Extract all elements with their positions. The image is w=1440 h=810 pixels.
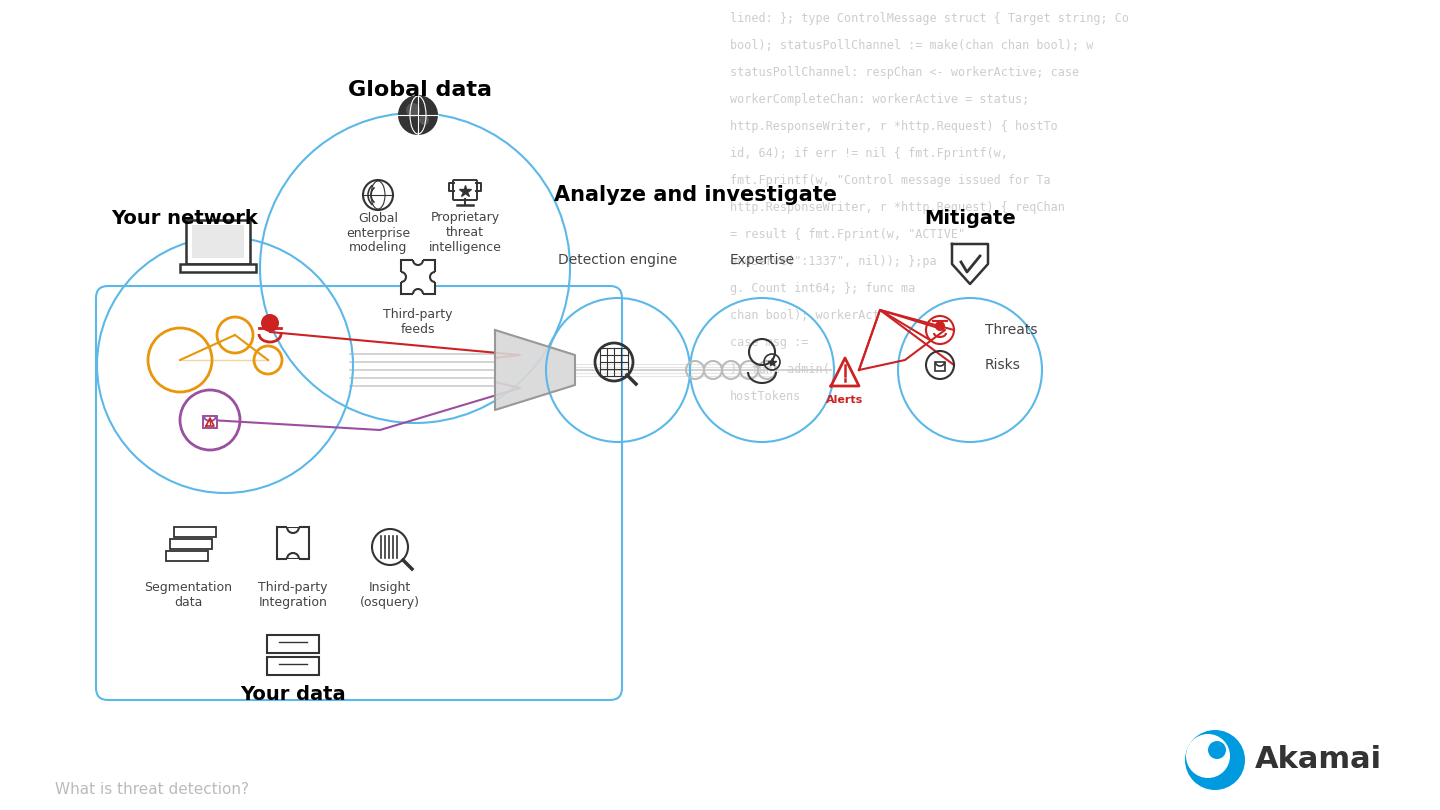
Bar [400,260,435,294]
Text: chan bool); workerAct: chan bool); workerAct [730,309,880,322]
Text: = result { fmt.Fprint(w, "ACTIVE": = result { fmt.Fprint(w, "ACTIVE" [730,228,965,241]
Bar [396,272,406,282]
Text: Alerts: Alerts [827,395,864,405]
Bar [192,225,243,258]
Bar [413,289,423,299]
Bar [276,527,310,559]
Text: http.ResponseWriter, r *http.Request) { hostTo: http.ResponseWriter, r *http.Request) { … [730,120,1058,133]
Text: Your network: Your network [112,208,258,228]
Polygon shape [495,330,575,410]
Text: fmt.Fprintf(w, "Control message issued for Ta: fmt.Fprintf(w, "Control message issued f… [730,174,1051,187]
Bar [431,272,441,282]
Bar [413,255,423,265]
Text: Insight
(osquery): Insight (osquery) [360,581,420,609]
Bar [935,362,945,371]
Text: Global
enterprise
modeling: Global enterprise modeling [346,211,410,254]
Text: bool); statusPollChannel := make(chan chan bool); w: bool); statusPollChannel := make(chan ch… [730,39,1093,52]
Text: lined: }; type ControlMessage struct { Target string; Co: lined: }; type ControlMessage struct { T… [730,12,1129,25]
Text: statusPollChannel: respChan <- workerActive; case: statusPollChannel: respChan <- workerAct… [730,66,1079,79]
Bar [287,559,300,565]
Bar [266,635,320,653]
Text: ); func admin(: ); func admin( [730,363,829,376]
Circle shape [1208,741,1225,759]
FancyBboxPatch shape [454,180,477,200]
Text: Third-party
feeds: Third-party feeds [383,308,452,336]
Text: Risks: Risks [985,358,1021,372]
Bar [203,416,217,428]
Text: Analyze and investigate: Analyze and investigate [553,185,837,205]
Text: http.ResponseWriter, r *http.Request) { reqChan: http.ResponseWriter, r *http.Request) { … [730,201,1064,214]
Text: Third-party
Integration: Third-party Integration [258,581,328,609]
Text: Proprietary
threat
intelligence: Proprietary threat intelligence [429,211,501,254]
Text: case msg :=: case msg := [730,336,808,349]
Text: Segmentation
data: Segmentation data [144,581,232,609]
Circle shape [261,314,279,332]
Text: Your data: Your data [240,685,346,705]
Bar [180,264,256,272]
Circle shape [419,115,429,125]
Circle shape [406,103,420,117]
Text: workerCompleteChan: workerActive = status;: workerCompleteChan: workerActive = statu… [730,93,1030,106]
Text: Detection engine: Detection engine [559,253,678,267]
Text: id, 64); if err != nil { fmt.Fprintf(w,: id, 64); if err != nil { fmt.Fprintf(w, [730,147,1008,160]
Polygon shape [831,358,860,386]
Bar [266,657,320,675]
Bar [166,551,207,561]
Text: endServe(":1337", nil)); };pa: endServe(":1337", nil)); };pa [730,255,936,268]
Bar [174,527,216,537]
Text: Threats: Threats [985,323,1037,337]
Circle shape [1185,730,1246,790]
FancyBboxPatch shape [96,286,622,700]
Text: hostTokens: hostTokens [730,390,801,403]
Circle shape [397,95,438,135]
Bar [170,539,212,549]
Text: What is threat detection?: What is threat detection? [55,782,249,798]
Circle shape [1187,734,1230,778]
Text: Akamai: Akamai [1256,745,1382,774]
Polygon shape [952,244,988,284]
Text: g. Count int64; }; func ma: g. Count int64; }; func ma [730,282,916,295]
Bar [186,220,251,264]
Text: Expertise: Expertise [730,253,795,267]
Bar [287,521,300,527]
Circle shape [935,321,945,331]
Text: Global data: Global data [348,80,492,100]
Text: Mitigate: Mitigate [924,208,1015,228]
